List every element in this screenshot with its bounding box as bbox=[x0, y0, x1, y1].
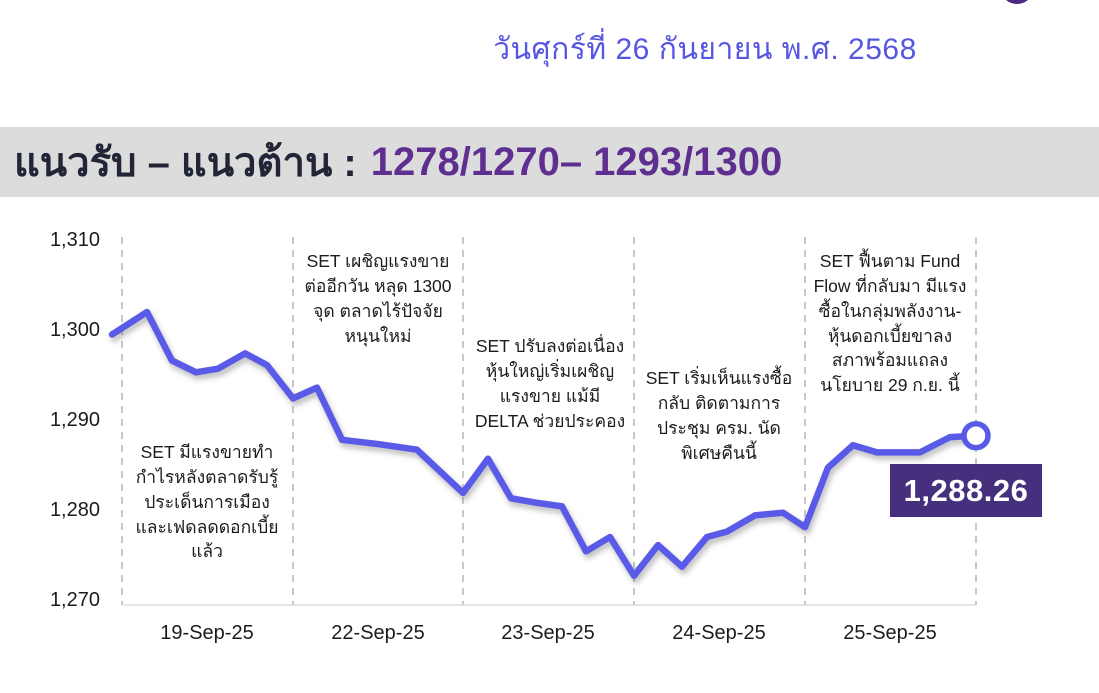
annotation-19-sep: SET มีแรงขายทำ กำไรหลังตลาดรับรู้ ประเด็… bbox=[135, 442, 279, 562]
y-tick-1290: 1,290 bbox=[49, 409, 100, 431]
last-price-badge: 1,288.26 bbox=[890, 464, 1042, 517]
report-date: วันศุกร์ที่ 26 กันยายน พ.ศ. 2568 bbox=[493, 33, 917, 66]
annotation-25-sep: SET ฟื้นตาม Fund Flow ที่กลับมา มีแรง ซื… bbox=[813, 251, 967, 396]
annotation-24-sep: SET เริ่มเห็นแรงซื้อ กลับ ติดตามการ ประช… bbox=[645, 368, 793, 463]
x-tick-22-sep: 22-Sep-25 bbox=[331, 622, 425, 644]
logo-mark-icon bbox=[1002, 0, 1032, 4]
support-resistance-banner: แนวรับ – แนวต้าน : 1278/1270– 1293/1300 bbox=[0, 127, 1099, 197]
banner-label: แนวรับ – แนวต้าน : bbox=[14, 141, 357, 185]
annotation-23-sep: SET ปรับลงต่อเนื่อง หุ้นใหญ่เริ่มเผชิญ แ… bbox=[474, 336, 626, 431]
y-tick-1280: 1,280 bbox=[49, 499, 100, 521]
x-tick-24-sep: 24-Sep-25 bbox=[672, 622, 766, 644]
y-tick-1300: 1,300 bbox=[49, 319, 100, 341]
x-tick-19-sep: 19-Sep-25 bbox=[160, 622, 254, 644]
banner-value: 1278/1270– 1293/1300 bbox=[370, 139, 783, 184]
y-tick-1310: 1,310 bbox=[49, 229, 100, 251]
y-tick-1270: 1,270 bbox=[49, 589, 100, 611]
x-tick-23-sep: 23-Sep-25 bbox=[501, 622, 595, 644]
annotation-22-sep: SET เผชิญแรงขาย ต่ออีกวัน หลุด 1300 จุด … bbox=[304, 251, 452, 346]
x-tick-25-sep: 25-Sep-25 bbox=[843, 622, 937, 644]
